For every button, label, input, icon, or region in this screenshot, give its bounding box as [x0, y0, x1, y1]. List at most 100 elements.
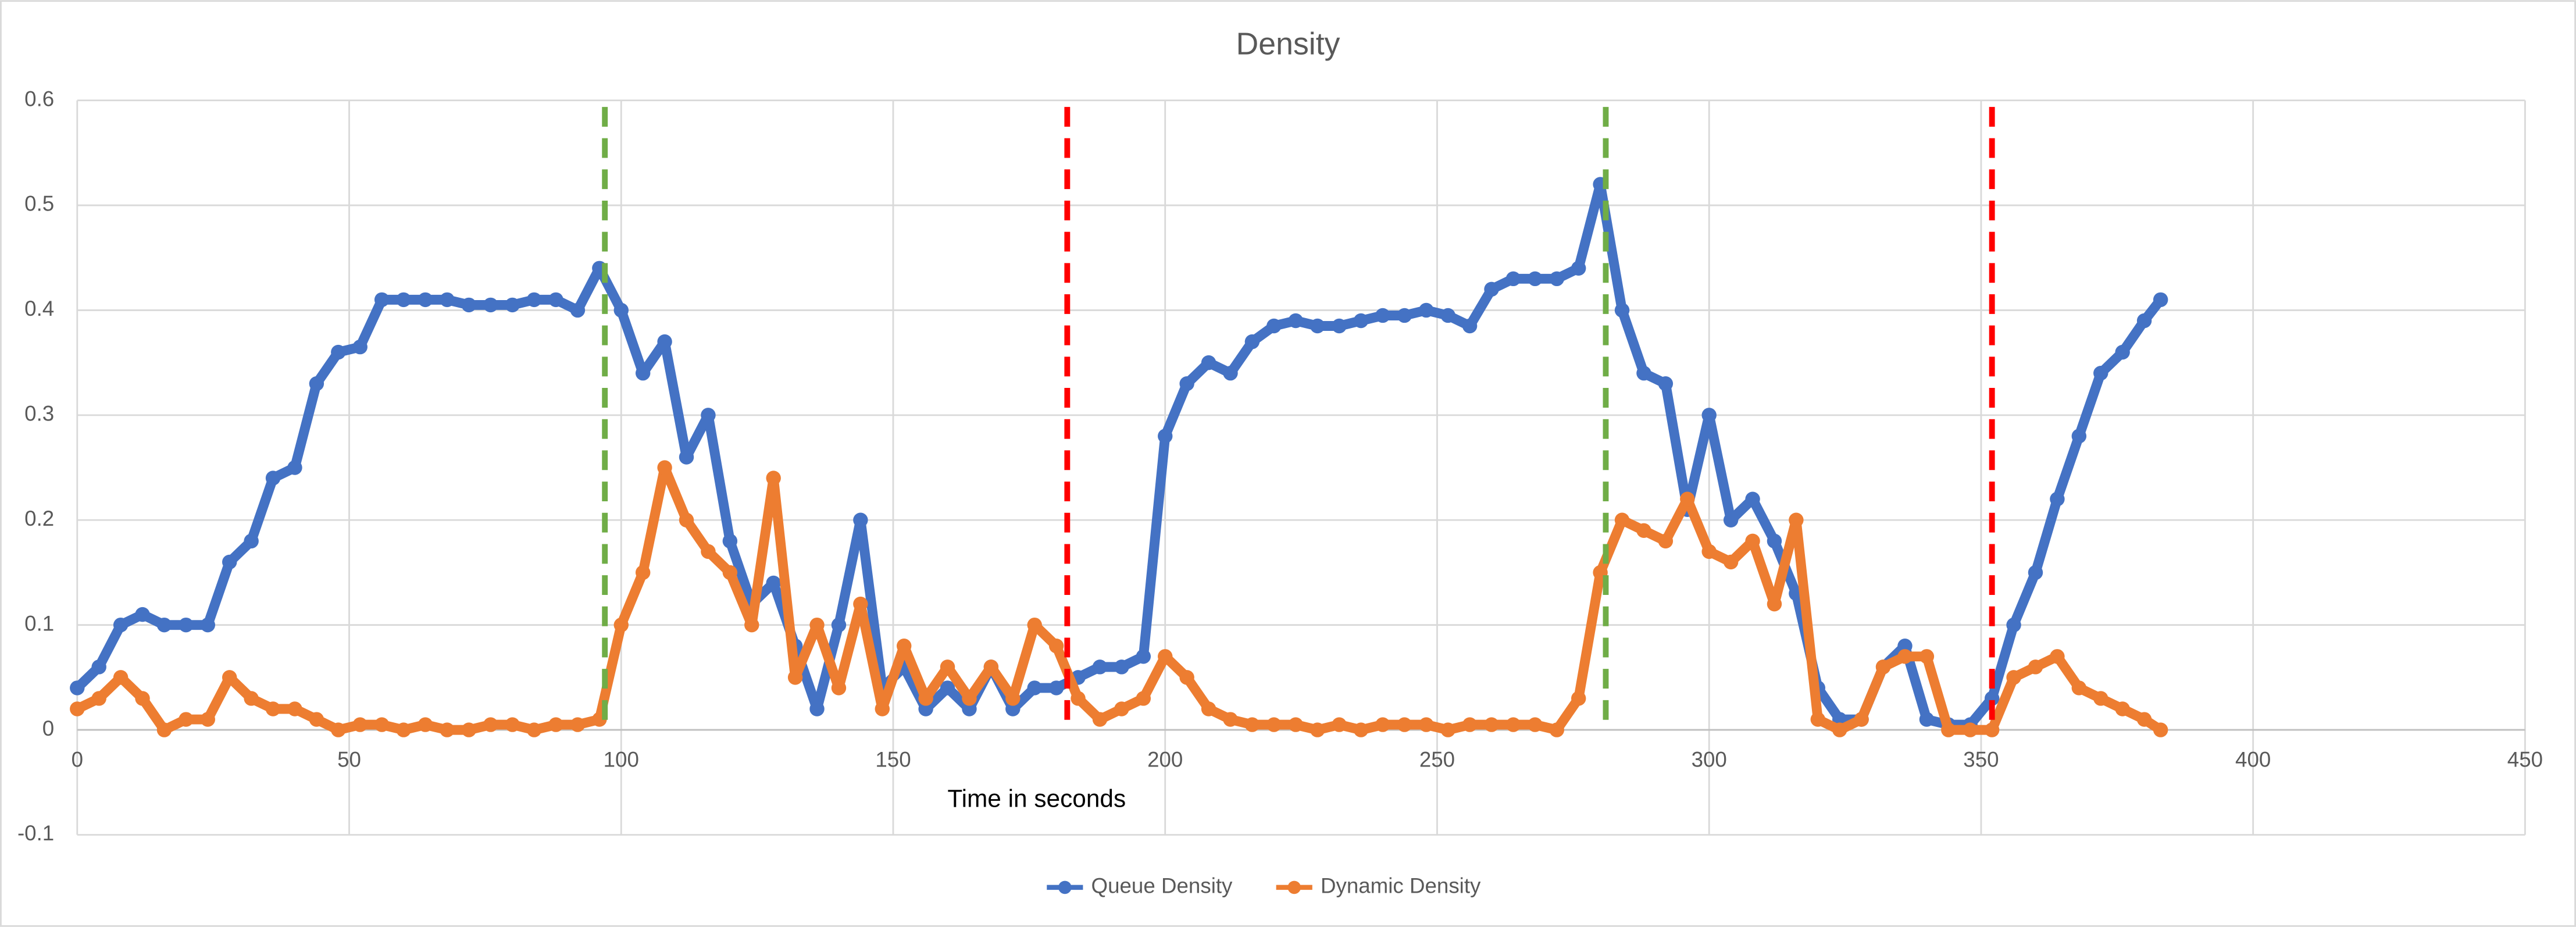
data-point [200, 712, 216, 727]
data-point [1332, 717, 1347, 732]
data-point [1048, 680, 1064, 696]
data-point [940, 680, 955, 696]
data-point [244, 691, 259, 706]
data-point [679, 450, 694, 465]
data-point [918, 691, 933, 706]
data-point [483, 297, 498, 313]
data-point [1353, 722, 1369, 737]
data-point [2071, 680, 2087, 696]
data-point [657, 334, 672, 350]
data-point [1310, 722, 1325, 737]
data-point [809, 701, 825, 716]
data-point [70, 680, 85, 696]
data-point [613, 617, 629, 633]
data-point [2093, 365, 2108, 381]
data-point [548, 717, 563, 732]
data-point [1027, 680, 1042, 696]
y-tick-label: 0.6 [24, 87, 54, 110]
data-point [91, 659, 106, 675]
data-point [1984, 691, 2000, 706]
y-tick-label: -0.1 [17, 821, 54, 845]
x-tick-label: 50 [337, 747, 361, 771]
x-tick-label: 450 [2507, 747, 2543, 771]
data-point [1223, 365, 1238, 381]
data-point [1353, 313, 1369, 329]
data-point [1810, 712, 1826, 727]
data-point [548, 292, 563, 308]
data-point [135, 691, 150, 706]
data-point [222, 670, 237, 685]
chart-title: Density [1236, 27, 1340, 62]
data-point [1854, 712, 1869, 727]
data-point [1614, 302, 1630, 318]
data-point [1984, 722, 2000, 737]
data-point [1528, 717, 1543, 732]
data-point [1397, 717, 1412, 732]
data-point [1114, 659, 1129, 675]
data-point [1505, 717, 1521, 732]
data-point [1201, 355, 1216, 370]
y-tick-label: 0.4 [24, 297, 54, 320]
data-point [1832, 722, 1847, 737]
data-point [2136, 313, 2152, 329]
data-point [1745, 491, 1760, 507]
data-point [1027, 617, 1042, 633]
data-point [1440, 722, 1455, 737]
legend-label: Dynamic Density [1321, 874, 1481, 898]
data-point [179, 712, 194, 727]
data-point [1789, 512, 1804, 527]
y-tick-label: 0.1 [24, 611, 54, 635]
data-point [1158, 429, 1173, 444]
data-point [1897, 649, 1913, 664]
data-point [113, 617, 129, 633]
data-point [940, 659, 955, 675]
data-point [1462, 318, 1478, 334]
data-point [331, 722, 346, 737]
data-point [1745, 533, 1760, 549]
data-point [570, 302, 586, 318]
data-point [70, 701, 85, 716]
data-point [809, 617, 825, 633]
data-point [1919, 649, 1935, 664]
data-point [766, 470, 781, 486]
data-point [701, 544, 716, 559]
data-point [156, 722, 172, 737]
data-point [526, 722, 542, 737]
data-point [200, 617, 216, 633]
data-point [766, 575, 781, 591]
legend-marker [1287, 880, 1301, 894]
data-point [1419, 302, 1434, 318]
data-point [461, 297, 477, 313]
data-point [1201, 701, 1216, 716]
y-tick-label: 0.5 [24, 192, 54, 216]
data-point [853, 512, 868, 527]
y-tick-label: 0.2 [24, 507, 54, 530]
data-point [1462, 717, 1478, 732]
data-point [1658, 376, 1674, 391]
data-point [1288, 313, 1303, 329]
data-point [1484, 717, 1499, 732]
data-point [983, 659, 999, 675]
data-point [2136, 712, 2152, 727]
data-point [918, 701, 933, 716]
data-point [440, 292, 455, 308]
data-point [309, 712, 324, 727]
data-point [1636, 365, 1651, 381]
data-point [1919, 712, 1935, 727]
data-point [1484, 281, 1499, 297]
data-point [2006, 617, 2021, 633]
data-point [352, 717, 368, 732]
data-point [113, 670, 129, 685]
data-point [1375, 308, 1390, 323]
data-point [1440, 308, 1455, 323]
data-point [875, 701, 890, 716]
data-point [418, 717, 433, 732]
data-point [2115, 701, 2130, 716]
data-point [265, 470, 281, 486]
data-point [440, 722, 455, 737]
data-point [526, 292, 542, 308]
data-point [1005, 701, 1021, 716]
data-point [2028, 565, 2043, 580]
data-point [1723, 512, 1739, 527]
